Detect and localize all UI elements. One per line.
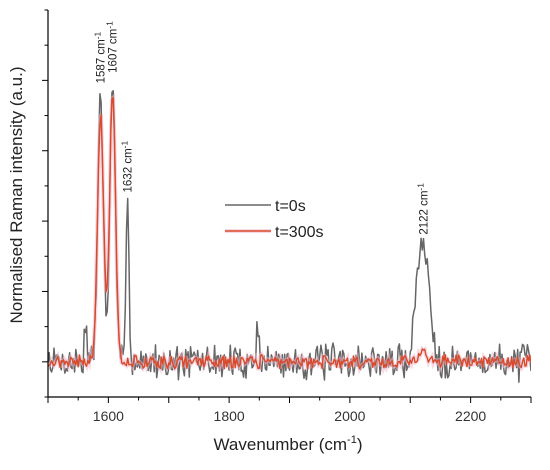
plot-area bbox=[48, 90, 531, 383]
y-axis-title: Normalised Raman intensity (a.u.) bbox=[7, 67, 26, 324]
axes: 1600 1800 2000 2200 bbox=[42, 9, 532, 424]
x-tick-label: 1800 bbox=[214, 408, 245, 424]
peak-annotations: 1587 cm-1 1607 cm-1 1632 cm-1 2122 cm-1 bbox=[93, 21, 431, 235]
legend: t=0s t=300s bbox=[225, 198, 323, 241]
x-tick-label: 2000 bbox=[334, 408, 365, 424]
x-tick-label: 2200 bbox=[455, 408, 486, 424]
legend-label: t=0s bbox=[275, 198, 306, 215]
legend-label: t=300s bbox=[275, 224, 323, 241]
series-line-t300 bbox=[48, 97, 531, 370]
x-axis-title-sup: -1 bbox=[347, 434, 357, 446]
peak-label: 1587 cm-1 bbox=[93, 31, 108, 83]
x-axis-title: Wavenumber (cm-1) bbox=[214, 434, 363, 454]
peak-label: 2122 cm-1 bbox=[416, 183, 431, 235]
x-axis-title-close: ) bbox=[357, 435, 363, 454]
x-axis-title-main: Wavenumber (cm bbox=[214, 435, 348, 454]
peak-label: 1607 cm-1 bbox=[105, 21, 120, 73]
peak-label: 1632 cm-1 bbox=[120, 141, 135, 193]
x-tick-label: 1600 bbox=[93, 408, 124, 424]
